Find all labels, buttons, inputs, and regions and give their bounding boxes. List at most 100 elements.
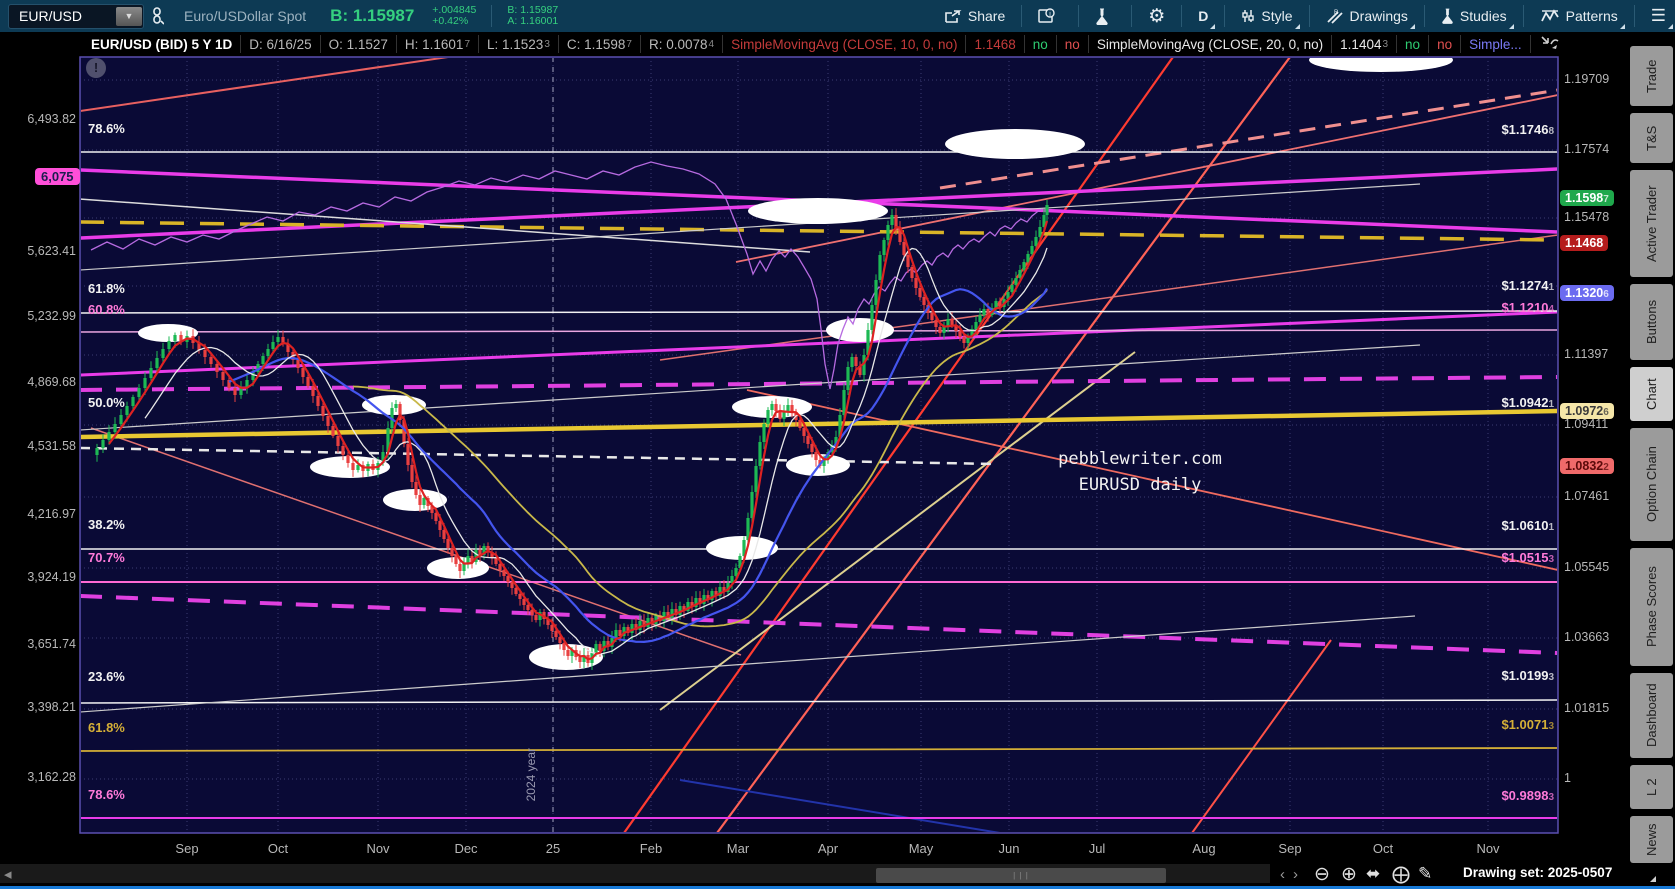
pan-button[interactable]: ⬌ bbox=[1366, 862, 1380, 886]
share-icon bbox=[945, 9, 962, 23]
ohlc-field: H: 1.1601 7 bbox=[397, 35, 479, 53]
right-axis-label: 1.05545 bbox=[1564, 560, 1610, 574]
scrollbar-thumb[interactable]: | | | bbox=[876, 868, 1166, 883]
sidebar-tab-phase-scores[interactable]: Phase Scores bbox=[1630, 548, 1673, 666]
drawing-set-corner bbox=[1650, 876, 1656, 882]
x-axis-month-label: Sep bbox=[175, 841, 199, 856]
style-sliders-icon bbox=[1242, 10, 1255, 22]
page-arrows[interactable]: ‹ › bbox=[1280, 862, 1298, 886]
style-button[interactable]: Style bbox=[1232, 0, 1301, 32]
x-axis-month-label: Feb bbox=[639, 841, 663, 856]
price-target-label: $1.00713 bbox=[1501, 717, 1554, 732]
link-icon[interactable] bbox=[150, 7, 164, 25]
fib-level-label: 50.0% bbox=[88, 395, 125, 410]
study-field[interactable]: no bbox=[1057, 35, 1089, 53]
drawings-button[interactable]: R Drawings bbox=[1317, 0, 1417, 32]
study-field[interactable]: 1.1404 3 bbox=[1332, 35, 1398, 53]
sidebar-tab-news[interactable]: News bbox=[1630, 816, 1673, 863]
restore-chart-icon[interactable] bbox=[1539, 34, 1561, 55]
share-button[interactable]: Share bbox=[935, 0, 1014, 32]
left-axis-label: 4,216.97 bbox=[27, 507, 76, 521]
patterns-button[interactable]: Patterns bbox=[1531, 0, 1627, 32]
timeframe-button[interactable]: D bbox=[1189, 0, 1217, 32]
right-axis-label: 1.03663 bbox=[1564, 630, 1610, 644]
analysis-tools-button[interactable] bbox=[1086, 0, 1124, 32]
calendar-events-button[interactable]: i bbox=[1029, 0, 1071, 32]
price-target-label: $1.06101 bbox=[1501, 518, 1554, 533]
x-axis-month-label: Apr bbox=[817, 841, 839, 856]
zoom-out-button[interactable]: ⊖ bbox=[1314, 862, 1330, 886]
bid-price: B: 1.15987 bbox=[330, 6, 415, 25]
fib-level-label: 78.6% bbox=[88, 787, 125, 802]
left-axis-label: 5,623.41 bbox=[27, 244, 76, 258]
sidebar-tab-dashboard[interactable]: Dashboard bbox=[1630, 673, 1673, 758]
right-axis-label: 1.19709 bbox=[1564, 72, 1610, 86]
price-badge: 1.08322 bbox=[1560, 458, 1614, 474]
sidebar-tab-trade[interactable]: Trade bbox=[1630, 46, 1673, 106]
fib-level-label: 78.6% bbox=[88, 121, 125, 136]
study-field[interactable]: no bbox=[1025, 35, 1057, 53]
sidebar-tab-t-s[interactable]: T&S bbox=[1630, 113, 1673, 163]
right-axis-label: 1.07461 bbox=[1564, 489, 1610, 503]
price-badge: 1.1468 bbox=[1560, 235, 1609, 251]
year-boundary-label: 2024 year bbox=[524, 748, 538, 802]
symbol-dropdown-button[interactable]: ▼ bbox=[116, 6, 142, 26]
right-axis-label: 1.11397 bbox=[1564, 347, 1609, 361]
chart-watermark: pebblewriter.com EURUSD daily bbox=[1058, 449, 1222, 495]
price-target-label: $0.98983 bbox=[1501, 788, 1554, 803]
right-axis-label: 1.17574 bbox=[1564, 142, 1610, 156]
left-axis-label: 4,869.68 bbox=[27, 375, 76, 389]
study-field[interactable]: 1.1468 bbox=[966, 35, 1025, 53]
menu-button[interactable]: ☰ bbox=[1642, 0, 1675, 32]
zoom-in-button[interactable]: ⊕ bbox=[1341, 862, 1357, 886]
window-bottom-accent bbox=[0, 886, 1675, 889]
pan-icon: ⬌ bbox=[1366, 864, 1381, 883]
crosshair-button[interactable]: ⨁ bbox=[1392, 862, 1410, 886]
study-field[interactable]: Simple... bbox=[1461, 35, 1531, 53]
sidebar-tab-option-chain[interactable]: Option Chain bbox=[1630, 428, 1673, 541]
fib-level-label: 61.8% bbox=[88, 281, 125, 296]
ohlc-field: D: 6/16/25 bbox=[241, 35, 321, 53]
sidebar-tab-chart[interactable]: Chart bbox=[1630, 367, 1673, 421]
top-toolbar: EUR/USD ▼ Euro/USDollar Spot B: 1.15987 … bbox=[0, 0, 1675, 32]
page-back-icon: ‹ bbox=[1280, 865, 1285, 883]
bid-ask: B: 1.15987 A: 1.16001 bbox=[507, 4, 559, 27]
left-axis-label: 3,651.74 bbox=[27, 637, 76, 651]
ohlc-field: R: 0.0078 4 bbox=[641, 35, 724, 53]
divider bbox=[491, 5, 493, 27]
x-axis-month-label: Mar bbox=[726, 841, 750, 856]
sidebar-tab-l-2[interactable]: L 2 bbox=[1630, 765, 1673, 809]
study-field[interactable]: SimpleMovingAvg (CLOSE, 20, 0, no) bbox=[1089, 35, 1333, 53]
settings-button[interactable]: ⚙ bbox=[1139, 0, 1174, 32]
symbol-description: Euro/USDollar Spot bbox=[184, 8, 307, 24]
zoom-in-icon: ⊕ bbox=[1341, 863, 1357, 885]
page-forward-icon: › bbox=[1293, 865, 1298, 883]
patterns-icon bbox=[1540, 8, 1559, 21]
quick-draw-button[interactable]: ✎ bbox=[1418, 862, 1432, 886]
chart-scrollbar[interactable]: | | | bbox=[0, 864, 1270, 883]
fib-level-label: 23.6% bbox=[88, 669, 125, 684]
scroll-left-arrow[interactable]: ◂ bbox=[4, 866, 12, 883]
sidebar-tab-active-trader[interactable]: Active Trader bbox=[1630, 170, 1673, 277]
fib-level-label: 38.2% bbox=[88, 517, 125, 532]
price-target-label: $1.12104 bbox=[1501, 300, 1554, 315]
study-field[interactable]: no bbox=[1397, 35, 1430, 53]
flask-icon bbox=[1096, 8, 1108, 25]
studies-flask-icon bbox=[1442, 8, 1453, 24]
warning-icon[interactable]: ! bbox=[86, 58, 106, 78]
right-axis-label: 1 bbox=[1564, 771, 1571, 785]
drawing-set-label[interactable]: Drawing set: 2025-0507 bbox=[1463, 865, 1613, 880]
study-field[interactable]: SimpleMovingAvg (CLOSE, 10, 0, no) bbox=[723, 35, 967, 53]
symbol-input[interactable]: EUR/USD ▼ bbox=[8, 3, 144, 29]
sidebar-tab-buttons[interactable]: Buttons bbox=[1630, 284, 1673, 360]
x-axis-month-label: Nov bbox=[366, 841, 390, 856]
x-axis-month-label: Oct bbox=[1372, 841, 1394, 856]
study-field[interactable]: no bbox=[1429, 35, 1462, 53]
ohlc-field: L: 1.1523 3 bbox=[479, 35, 559, 53]
symbol-value[interactable]: EUR/USD bbox=[19, 8, 83, 24]
studies-button[interactable]: Studies bbox=[1432, 0, 1516, 32]
price-target-label: $1.05153 bbox=[1501, 550, 1554, 565]
right-axis-label: 1.09411 bbox=[1564, 417, 1609, 431]
